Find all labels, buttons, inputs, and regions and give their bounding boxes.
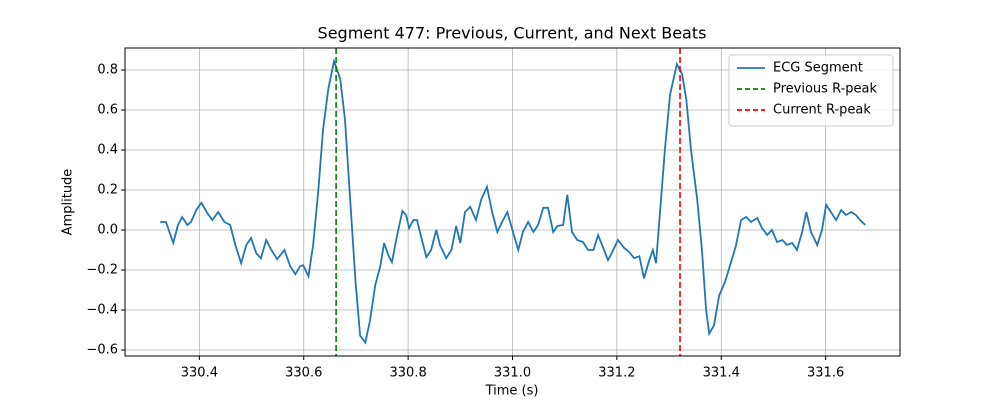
y-tick-label: 0.2 [97,183,118,198]
x-tick-label: 330.8 [390,366,427,381]
x-tick-label: 331.0 [494,366,531,381]
y-tick-label: −0.4 [86,303,118,318]
ecg-line [160,57,866,345]
y-tick-label: 0.0 [97,223,118,238]
x-tick-label: 331.4 [703,366,740,381]
x-axis-label: Time (s) [485,384,539,399]
x-tick-label: 331.6 [807,366,844,381]
plot-frame [124,47,901,357]
y-axis-label: Amplitude [61,169,76,236]
legend-label: Current R-peak [773,103,871,118]
y-tick-label: 0.8 [97,63,118,78]
y-tick-label: −0.2 [86,263,118,278]
legend-label: ECG Segment [773,61,863,76]
x-tick-label: 330.6 [285,366,322,381]
x-tick-label: 331.2 [598,366,635,381]
y-tick-label: 0.4 [97,143,118,158]
chart-title: Segment 477: Previous, Current, and Next… [318,24,707,43]
x-tick-label: 330.4 [181,366,218,381]
y-tick-label: 0.6 [97,103,118,118]
legend-box [728,54,894,127]
y-tick-label: −0.6 [86,343,118,358]
legend-label: Previous R-peak [773,82,877,97]
